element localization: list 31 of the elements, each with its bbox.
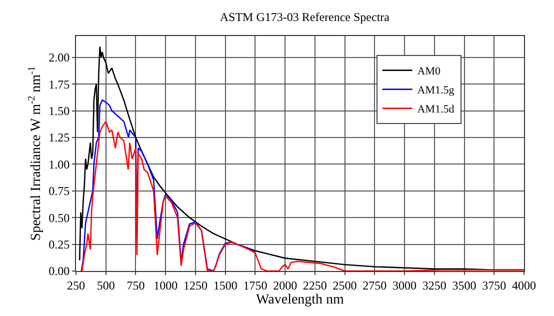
x-tick-label: 1250 xyxy=(183,278,208,292)
y-tick-label: 1.75 xyxy=(48,77,70,92)
chart-title: ASTM G173-03 Reference Spectra xyxy=(220,10,390,24)
x-tick-label: 2500 xyxy=(332,278,357,292)
legend-label: AM1.5d xyxy=(417,104,455,116)
x-tick-label: 4000 xyxy=(512,278,536,292)
y-tick-label: 0.00 xyxy=(48,264,70,278)
x-tick-label: 3500 xyxy=(452,278,476,292)
x-tick-label: 2750 xyxy=(362,278,387,292)
y-tick-label: 1.50 xyxy=(48,104,70,118)
y-tick-label: 0.25 xyxy=(48,238,70,252)
y-tick-label: 2.00 xyxy=(48,50,70,65)
x-axis-title: Wavelength nm xyxy=(256,292,344,308)
x-tick-label: 1000 xyxy=(154,278,178,292)
x-tick-label: 500 xyxy=(96,278,115,292)
x-tick-label: 2000 xyxy=(273,278,298,292)
x-tick-label: 3000 xyxy=(392,278,417,292)
y-tick-label: 1.25 xyxy=(48,130,70,145)
y-tick-label: 0.75 xyxy=(48,184,70,198)
x-tick-label: 250 xyxy=(67,278,85,292)
x-tick-label: 1750 xyxy=(243,278,268,292)
y-tick-label: 1.00 xyxy=(48,157,70,172)
x-tick-label: 1500 xyxy=(213,278,238,292)
line-series xyxy=(81,120,524,271)
x-tick-label: 750 xyxy=(126,278,145,292)
legend-label: AM0 xyxy=(417,66,442,78)
x-tick-label: 3750 xyxy=(482,278,506,292)
x-tick-label: 2250 xyxy=(302,278,327,292)
x-tick-label: 3250 xyxy=(422,278,446,292)
legend-label: AM1.5g xyxy=(417,84,455,97)
y-tick-label: 0.50 xyxy=(48,210,70,225)
